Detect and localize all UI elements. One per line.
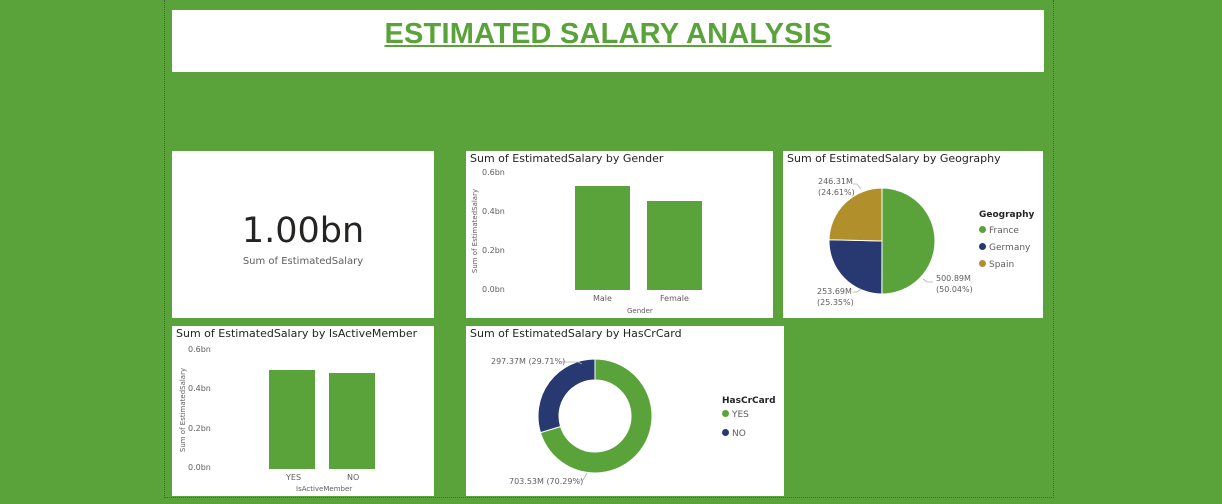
- france-value-label: 500.89M (50.04%): [936, 273, 973, 295]
- legend-dot-spain: [979, 260, 986, 267]
- germany-value-label: 253.69M (25.35%): [817, 286, 854, 308]
- hascrcard-donut-chart[interactable]: Sum of EstimatedSalary by HasCrCard 297.…: [466, 326, 784, 496]
- kpi-value: 1.00bn: [241, 211, 365, 251]
- gender-y-axis-title: Sum of EstimatedSalary: [471, 188, 480, 274]
- hascrcard-donut: [537, 358, 653, 481]
- active-y-tick: 0.0bn: [188, 463, 211, 472]
- bar-no[interactable]: [329, 373, 375, 469]
- gender-x-tick: Male: [593, 294, 612, 303]
- active-x-axis-title: IsActiveMember: [296, 485, 353, 493]
- leader-line: [922, 278, 933, 283]
- no-data-label: 297.37M (29.71%): [491, 357, 566, 366]
- spain-value: 246.31M: [818, 177, 853, 186]
- legend-label: France: [989, 226, 1019, 236]
- yes-data-label: 703.53M (70.29%): [509, 477, 584, 486]
- gender-x-axis-title: Gender: [627, 307, 653, 315]
- germany-percent: (25.35%): [817, 298, 854, 307]
- legend-item-germany[interactable]: Germany: [979, 243, 1030, 253]
- gender-chart-title: Sum of EstimatedSalary by Gender: [470, 152, 664, 165]
- dashboard-title: ESTIMATED SALARY ANALYSIS: [384, 18, 832, 50]
- geography-chart-title: Sum of EstimatedSalary by Geography: [787, 152, 1001, 165]
- active-member-bar-chart[interactable]: Sum of EstimatedSalary by IsActiveMember…: [172, 326, 434, 496]
- active-y-tick: 0.4bn: [188, 384, 211, 393]
- pie-slice-germany[interactable]: [828, 239, 883, 295]
- hascrcard-chart-title: Sum of EstimatedSalary by HasCrCard: [470, 327, 682, 340]
- gender-y-tick: 0.0bn: [482, 285, 505, 294]
- donut-slice-yes[interactable]: [539, 358, 653, 474]
- legend-label: Germany: [989, 243, 1031, 253]
- donut-slice-no[interactable]: [537, 358, 596, 434]
- pie-slice-spain[interactable]: [828, 187, 883, 242]
- spain-percent: (24.61%): [818, 188, 855, 197]
- gender-y-tick: 0.4bn: [482, 207, 505, 216]
- gender-bar-chart[interactable]: Sum of EstimatedSalary by Gender Sum of …: [466, 151, 773, 318]
- leader-line: [561, 361, 583, 365]
- bar-male[interactable]: [575, 185, 630, 290]
- legend-item-no[interactable]: NO: [722, 429, 746, 439]
- bar-yes[interactable]: [269, 369, 315, 469]
- active-y-tick: 0.2bn: [188, 424, 211, 433]
- leader-line: [576, 472, 588, 481]
- active-x-tick: NO: [347, 473, 360, 482]
- active-y-tick: 0.6bn: [188, 345, 211, 354]
- hascrcard-legend-title: HasCrCard: [722, 396, 776, 406]
- gender-y-tick: 0.6bn: [482, 168, 505, 177]
- legend-item-spain[interactable]: Spain: [979, 260, 1014, 270]
- france-value: 500.89M: [936, 274, 971, 283]
- spain-value-label: 246.31M (24.61%): [818, 176, 855, 198]
- geography-legend-title: Geography: [979, 210, 1035, 220]
- report-canvas: [164, 0, 1054, 498]
- legend-dot-yes: [722, 410, 729, 417]
- title-banner: ESTIMATED SALARY ANALYSIS: [172, 10, 1044, 72]
- active-chart-title: Sum of EstimatedSalary by IsActiveMember: [176, 327, 418, 340]
- pie-slice-france[interactable]: [881, 187, 936, 295]
- legend-label: YES: [732, 410, 749, 420]
- bar-female[interactable]: [647, 201, 702, 290]
- kpi-label: Sum of EstimatedSalary: [242, 256, 364, 267]
- france-percent: (50.04%): [936, 285, 973, 294]
- geography-pie-chart[interactable]: Sum of EstimatedSalary by Geography 246.…: [783, 151, 1043, 318]
- legend-item-france[interactable]: France: [979, 226, 1019, 236]
- leader-line: [853, 288, 862, 293]
- geography-pie: [828, 183, 936, 295]
- legend-dot-no: [722, 429, 729, 436]
- legend-label: Spain: [989, 260, 1015, 270]
- gender-y-tick: 0.2bn: [482, 246, 505, 255]
- active-x-tick: YES: [286, 473, 302, 482]
- legend-item-yes[interactable]: YES: [722, 410, 749, 420]
- germany-value: 253.69M: [817, 287, 852, 296]
- gender-x-tick: Female: [660, 294, 689, 303]
- leader-line: [853, 183, 862, 190]
- kpi-card[interactable]: 1.00bn Sum of EstimatedSalary: [172, 151, 434, 318]
- legend-dot-france: [979, 226, 986, 233]
- legend-label: NO: [732, 429, 746, 439]
- active-y-axis-title: Sum of EstimatedSalary: [179, 367, 188, 453]
- legend-dot-germany: [979, 243, 986, 250]
